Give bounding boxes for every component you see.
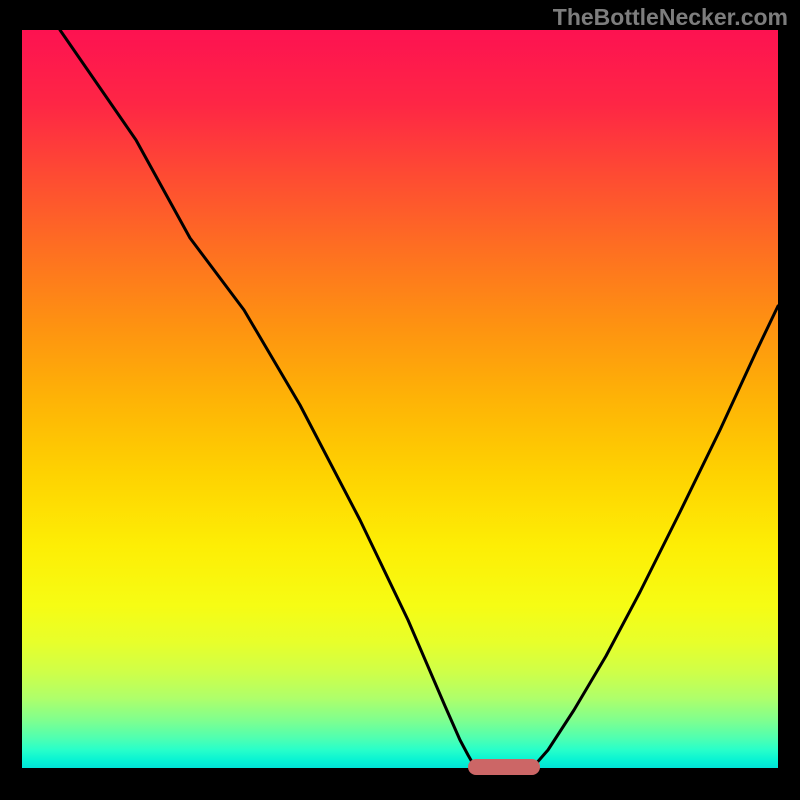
watermark-text: TheBottleNecker.com bbox=[553, 4, 788, 31]
optimal-marker bbox=[468, 759, 540, 775]
chart-container: TheBottleNecker.com bbox=[0, 0, 800, 800]
bottleneck-chart bbox=[0, 0, 800, 800]
